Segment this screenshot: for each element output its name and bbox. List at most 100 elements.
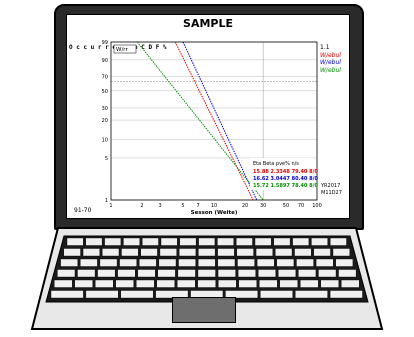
keyboard-key: [254, 237, 272, 246]
keyboard-key: [273, 237, 291, 246]
corner-label: 91-70: [74, 207, 92, 214]
keyboard-key: [156, 279, 175, 288]
series-line: [136, 41, 264, 201]
y-tick-label: 1: [105, 198, 108, 204]
plot-box-label-frame: [113, 44, 137, 54]
x-tick-label: 30: [260, 203, 266, 209]
keyboard-key: [177, 279, 196, 288]
keyboard-key: [296, 258, 314, 267]
keyboard-key: [237, 258, 255, 267]
keyboard-deck: [30, 227, 384, 330]
keyboard-key: [60, 258, 78, 267]
legend-header: 1.1: [320, 44, 330, 51]
keyboard-key: [159, 248, 177, 257]
keyboard-key: [160, 237, 178, 246]
legend-entry-2: W/ebul: [320, 59, 341, 66]
y-tick-label: 99: [102, 40, 108, 46]
keyboard-key: [235, 237, 253, 246]
keyboard-key: [217, 248, 235, 257]
keyboard-key: [197, 269, 216, 278]
keyboard-key: [119, 258, 137, 267]
keyboard-key: [139, 258, 157, 267]
keyboard-key: [178, 248, 197, 257]
laptop-screen: SAMPLE O c c u r r e n c e C D F % 91-70…: [66, 14, 350, 219]
keyboard-key: [318, 269, 337, 278]
series-line: [174, 41, 254, 201]
keyboard-key: [121, 248, 139, 257]
y-tick-label: 90: [102, 58, 108, 64]
param-table-row: 15.88 2.3348 79.40 8/0: [253, 169, 318, 175]
keyboard-key: [115, 279, 134, 288]
y-tick-label: 10: [102, 137, 108, 143]
keyboard-key: [82, 248, 100, 257]
keyboard-key: [217, 258, 236, 267]
param-table-header: Eta Beta pve% n/s: [253, 161, 299, 167]
param-table-row: 15.72 1.5897 78.40 8/0: [253, 183, 318, 189]
x-tick-label: 7: [196, 203, 199, 209]
keyboard-key: [197, 279, 216, 288]
keyboard-keys: [50, 237, 363, 299]
keyboard-key: [278, 269, 297, 278]
keyboard-key: [50, 290, 84, 299]
keyboard-key: [315, 258, 334, 267]
keyboard-key: [74, 279, 93, 288]
param-table: Eta Beta pve% n/s 15.88 2.3348 79.40 8/0 1…: [253, 161, 342, 196]
keyboard-key: [225, 290, 259, 299]
keyboard-key: [54, 279, 73, 288]
keyboard-key: [218, 279, 237, 288]
keyboard-key: [177, 269, 196, 278]
x-axis-label: Sesson (Weite): [191, 210, 238, 216]
touchpad: [172, 297, 236, 323]
keyboard-key: [57, 269, 76, 278]
keyboard-key: [104, 237, 122, 246]
keyboard-key: [97, 269, 116, 278]
keyboard-key: [158, 258, 177, 267]
x-tick-label: 50: [283, 203, 289, 209]
keyboard-key: [237, 269, 256, 278]
keyboard-key: [85, 237, 103, 246]
keyboard-key: [178, 258, 196, 267]
keyboard-key: [77, 269, 96, 278]
keyboard-key: [63, 248, 81, 257]
plot-frame: [110, 41, 318, 201]
keyboard-key: [255, 248, 273, 257]
keyboard-key: [66, 237, 84, 246]
x-tick-label: 2: [140, 203, 143, 209]
keyboard-key: [95, 279, 114, 288]
keyboard-key: [298, 269, 317, 278]
keyboard-key: [313, 248, 331, 257]
keyboard-key: [311, 237, 328, 246]
keyboard-key: [99, 258, 118, 267]
keyboard-key: [332, 248, 350, 257]
x-tick-label: 70: [298, 203, 304, 209]
keyboard-key: [335, 258, 354, 267]
series-line: [182, 41, 258, 201]
keyboard-key: [140, 248, 158, 257]
keyboard-key: [260, 290, 293, 299]
keyboard-key: [279, 279, 298, 288]
legend: 1.1 W/ebul W/ebul W/ebul: [320, 44, 341, 74]
y-tick-label: 30: [102, 106, 108, 112]
keyboard-key: [294, 248, 312, 257]
keyboard-key: [123, 237, 140, 246]
keyboard-key: [275, 248, 293, 257]
keyboard-key: [330, 237, 347, 246]
keyboard-key: [197, 258, 216, 267]
chart-title: SAMPLE: [183, 17, 233, 30]
keyboard-key: [141, 237, 159, 246]
y-tick-label: 70: [102, 75, 108, 81]
keyboard-key: [217, 237, 234, 246]
keyboard-key: [259, 279, 278, 288]
series-lines: [136, 41, 264, 201]
keyboard-key: [198, 248, 216, 257]
keyboard-key: [257, 269, 276, 278]
param-table-side-label: YR2017: [320, 183, 340, 189]
keyboard-key: [295, 290, 328, 299]
legend-entry-1: W/ebul: [320, 51, 341, 59]
x-tick-label: 10: [211, 203, 217, 209]
keyboard-key: [136, 279, 155, 288]
keyboard-key: [256, 258, 275, 267]
y-tick-label: 5: [105, 156, 108, 162]
